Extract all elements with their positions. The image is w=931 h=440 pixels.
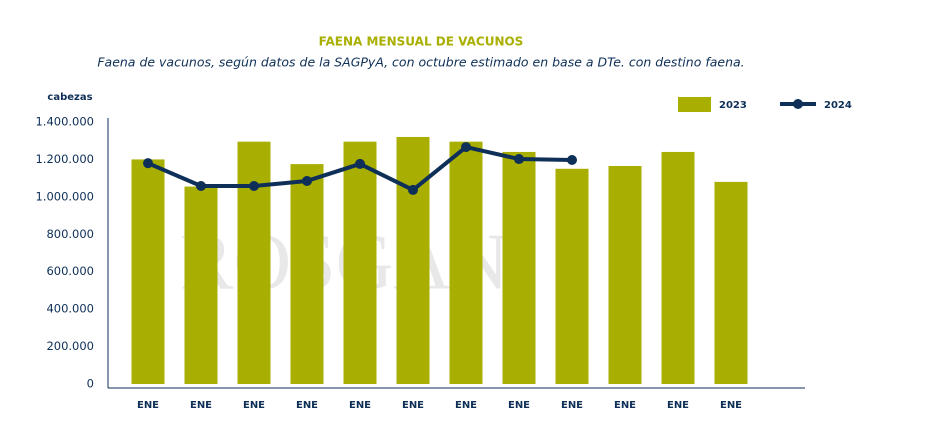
bar	[396, 136, 430, 384]
line-marker	[249, 181, 259, 192]
line-marker	[567, 154, 577, 165]
chart-subtitle: Faena de vacunos, según datos de la SAGP…	[97, 55, 744, 70]
bar	[714, 181, 748, 384]
legend-swatch	[793, 99, 803, 109]
y-tick-label: 400.000	[46, 302, 94, 316]
legend-swatch	[678, 97, 711, 112]
x-tick-label: ENE	[508, 400, 530, 411]
y-tick-label: 800.000	[46, 227, 94, 241]
y-tick-label: 1.200.000	[35, 152, 94, 166]
line-marker	[514, 154, 524, 165]
bar	[131, 159, 165, 384]
legend-label: 2023	[719, 100, 747, 111]
line-marker	[302, 175, 312, 186]
bar	[502, 151, 536, 384]
x-tick-label: ENE	[667, 400, 689, 411]
x-tick-label: ENE	[720, 400, 742, 411]
line-marker	[355, 158, 365, 169]
bar	[608, 165, 642, 384]
x-tick-label: ENE	[243, 400, 265, 411]
x-tick-label: ENE	[455, 400, 477, 411]
chart-title: FAENA MENSUAL DE VACUNOS	[319, 35, 524, 49]
y-tick-label: 600.000	[46, 264, 94, 278]
line-marker	[408, 184, 418, 195]
x-tick-label: ENE	[561, 400, 583, 411]
y-axis-label: cabezas	[47, 92, 92, 103]
line-marker	[461, 142, 471, 153]
x-tick-label: ENE	[190, 400, 212, 411]
y-tick-label: 0	[87, 377, 94, 391]
y-tick-label: 200.000	[46, 339, 94, 353]
x-tick-label: ENE	[137, 400, 159, 411]
bar	[184, 186, 218, 384]
x-tick-label: ENE	[349, 400, 371, 411]
bar	[290, 164, 324, 384]
bar	[661, 151, 695, 384]
bar	[237, 141, 271, 384]
line-marker	[196, 181, 206, 192]
y-tick-label: 1.000.000	[35, 189, 94, 203]
legend-label: 2024	[824, 100, 852, 111]
line-marker	[143, 158, 153, 169]
x-tick-label: ENE	[402, 400, 424, 411]
bar	[449, 141, 483, 384]
x-tick-label: ENE	[296, 400, 318, 411]
bar	[343, 141, 377, 384]
x-tick-label: ENE	[614, 400, 636, 411]
y-tick-label: 1.400.000	[35, 115, 94, 129]
bar	[555, 168, 589, 384]
